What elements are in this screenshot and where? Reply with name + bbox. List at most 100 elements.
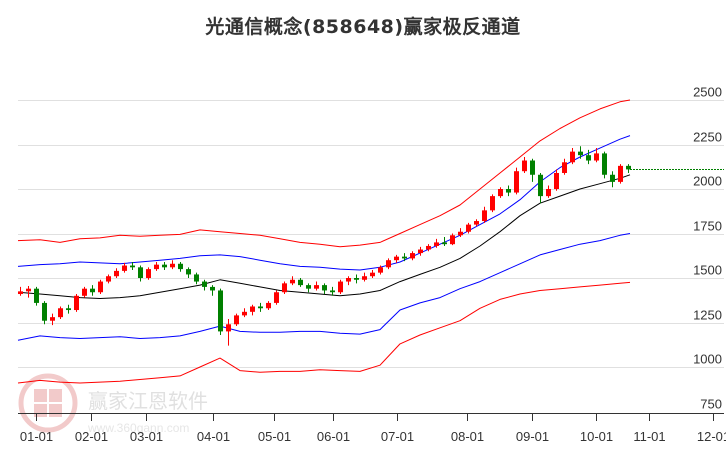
- watermark: 赢家江恩软件 www.360gann.com: [18, 373, 208, 435]
- channel-bands: [17, 99, 631, 384]
- candle-up: [386, 260, 391, 268]
- chart-title: 光通信概念(858648)赢家极反通道: [205, 16, 521, 38]
- candle-down: [586, 155, 591, 161]
- candle-up: [314, 285, 319, 289]
- candle-up: [98, 281, 103, 293]
- candle-down: [194, 274, 199, 282]
- watermark-logo-cell: [34, 389, 47, 402]
- candle-up: [618, 165, 623, 182]
- y-tick-label: 2250: [693, 130, 722, 145]
- watermark-logo-cell: [49, 389, 62, 402]
- candle-up: [234, 315, 239, 325]
- y-tick-label: 2500: [693, 85, 722, 100]
- candle-up: [434, 242, 439, 246]
- x-tick-label: 11-01: [633, 429, 665, 444]
- y-axis: 750 1000 1250 1500 1750 2000 2250 2500: [693, 85, 722, 412]
- candle-down: [530, 160, 535, 175]
- candle-down: [130, 265, 135, 268]
- watermark-logo-ring: [18, 373, 78, 433]
- x-tick-label: 09-01: [516, 429, 549, 444]
- candle-up: [546, 189, 551, 197]
- candle-down: [402, 256, 407, 259]
- y-tick-label: 750: [700, 397, 722, 412]
- candle-down: [258, 306, 263, 309]
- watermark-logo-cell: [34, 404, 47, 417]
- candle-up: [58, 308, 63, 318]
- candle-up: [50, 317, 55, 321]
- candle-up: [26, 288, 31, 292]
- x-tick-label: 04-01: [197, 429, 230, 444]
- candle-down: [178, 263, 183, 270]
- candle-down: [330, 290, 335, 293]
- candle-down: [202, 281, 207, 287]
- candle-up: [242, 311, 247, 316]
- candle-down: [66, 308, 71, 311]
- x-tick-label: 02-01: [75, 429, 108, 444]
- candle-down: [306, 285, 311, 289]
- candle-down: [34, 288, 39, 303]
- x-tick-label: 06-01: [317, 429, 350, 444]
- candle-up: [570, 151, 575, 163]
- candle-up: [474, 221, 479, 225]
- candle-up: [482, 210, 487, 222]
- candle-up: [82, 288, 87, 296]
- candle-down: [42, 302, 47, 321]
- candle-up: [274, 292, 279, 303]
- candle-up: [122, 265, 127, 271]
- candle-down: [578, 151, 583, 156]
- candle-up: [466, 224, 471, 232]
- candle-up: [498, 189, 503, 197]
- candle-up: [426, 245, 431, 250]
- x-tick-label: 08-01: [451, 429, 484, 444]
- candle-up: [522, 160, 527, 172]
- y-tick-label: 1000: [693, 352, 722, 367]
- band-inner-upper: [17, 135, 631, 271]
- candle-down: [626, 165, 631, 170]
- y-tick-label: 1500: [693, 263, 722, 278]
- candle-up: [490, 196, 495, 211]
- candle-up: [146, 269, 151, 278]
- candle-up: [458, 231, 463, 236]
- candle-up: [378, 267, 383, 273]
- candle-up: [562, 162, 567, 173]
- x-tick-label: 03-01: [130, 429, 163, 444]
- candle-up: [370, 272, 375, 277]
- grid-lines: [18, 100, 724, 368]
- candle-down: [354, 278, 359, 280]
- x-tick-label: 12-01: [697, 429, 726, 444]
- candle-up: [394, 256, 399, 261]
- y-tick-label: 2000: [693, 174, 722, 189]
- candle-up: [250, 306, 255, 312]
- candle-up: [418, 249, 423, 254]
- candle-down: [218, 290, 223, 332]
- candle-up: [450, 235, 455, 245]
- x-axis: 01-01 02-01 03-01 04-01 05-01 06-01 07-01 08-01…: [18, 413, 726, 444]
- candle-up: [282, 283, 287, 293]
- candle-up: [74, 295, 79, 311]
- candle-down: [138, 267, 143, 278]
- candle-down: [322, 285, 327, 291]
- watermark-name: 赢家江恩软件: [88, 389, 208, 413]
- candle-up: [226, 324, 231, 332]
- band-outer-upper: [17, 99, 631, 248]
- candle-up: [266, 302, 271, 309]
- candle-down: [442, 242, 447, 245]
- band-inner-lower: [17, 233, 631, 341]
- band-mid-line: [17, 174, 631, 299]
- candle-up: [514, 171, 519, 193]
- candle-up: [290, 279, 295, 284]
- candlesticks: [18, 146, 631, 346]
- candle-down: [610, 174, 615, 182]
- band-outer-lower: [17, 281, 631, 384]
- candle-down: [210, 286, 215, 291]
- candle-up: [410, 253, 415, 259]
- x-tick-label: 05-01: [258, 429, 291, 444]
- candle-up: [554, 172, 559, 189]
- candle-up: [338, 281, 343, 293]
- candle-down: [162, 264, 167, 268]
- candle-up: [18, 291, 23, 295]
- candle-down: [506, 189, 511, 193]
- y-tick-label: 1250: [693, 308, 722, 323]
- candle-up: [346, 278, 351, 282]
- x-tick-label: 01-01: [20, 429, 53, 444]
